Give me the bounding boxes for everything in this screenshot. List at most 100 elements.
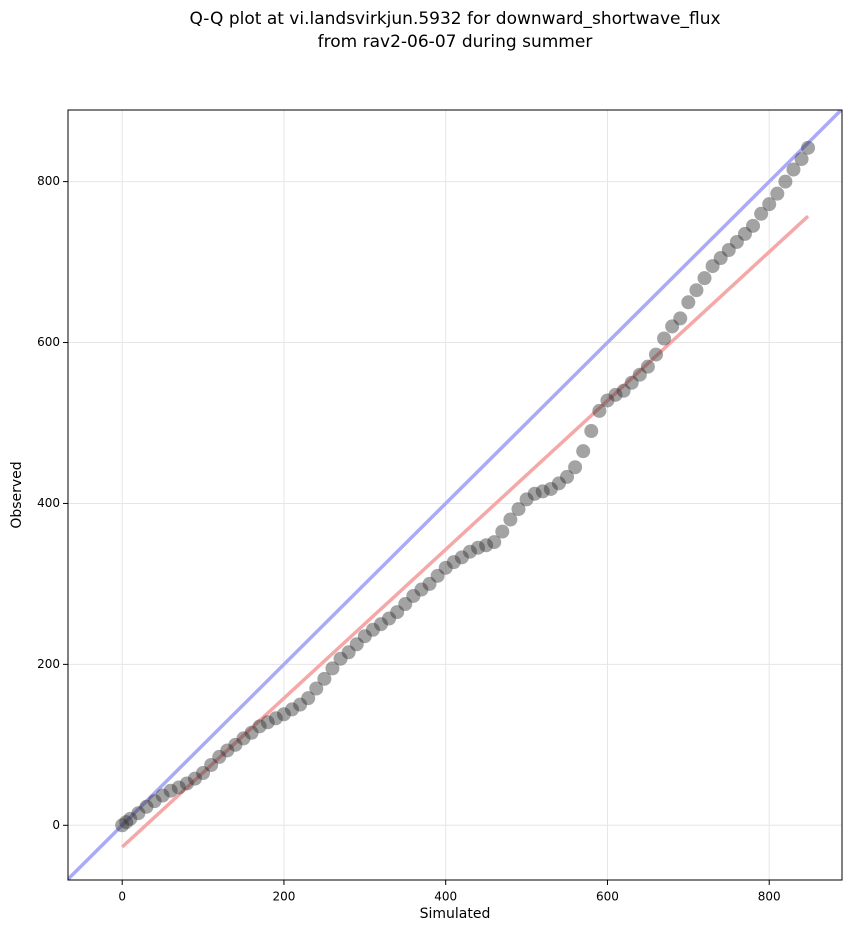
point	[786, 162, 801, 177]
point	[778, 174, 793, 189]
point	[487, 535, 502, 550]
point	[349, 637, 364, 652]
point	[325, 661, 340, 676]
point	[406, 588, 421, 603]
point	[228, 737, 243, 752]
point	[519, 492, 534, 507]
point	[462, 544, 477, 559]
point	[276, 707, 291, 722]
x-tick-label: 200	[272, 890, 295, 904]
point	[430, 568, 445, 583]
point	[616, 383, 631, 398]
y-tick-label: 600	[37, 335, 60, 349]
point	[309, 681, 324, 696]
point	[543, 481, 558, 496]
y-axis-label: Observed	[9, 461, 25, 528]
point	[333, 651, 348, 666]
point	[608, 387, 623, 402]
point	[746, 218, 761, 233]
point	[293, 697, 308, 712]
point	[535, 484, 550, 499]
point	[632, 367, 647, 382]
reference-line	[68, 110, 842, 880]
point	[770, 186, 785, 201]
point	[179, 776, 194, 791]
point	[705, 259, 720, 274]
point	[697, 271, 712, 286]
plot-area	[68, 110, 842, 880]
point	[454, 550, 469, 565]
point	[365, 622, 380, 637]
x-tick-label: 800	[758, 890, 781, 904]
point	[187, 771, 202, 786]
point	[123, 811, 138, 826]
point	[657, 331, 672, 346]
point	[119, 815, 134, 830]
point	[754, 206, 769, 221]
point	[681, 295, 696, 310]
point	[511, 502, 526, 517]
point	[471, 540, 486, 555]
reference-line	[121, 214, 810, 849]
point	[592, 403, 607, 418]
point	[341, 645, 356, 660]
point	[115, 818, 130, 833]
point	[171, 780, 186, 795]
point	[390, 605, 405, 620]
x-axis-label: Simulated	[420, 906, 491, 922]
point	[285, 702, 300, 717]
point	[252, 719, 267, 734]
point	[721, 243, 736, 257]
y-tick-label: 200	[37, 657, 60, 671]
point	[794, 152, 809, 167]
point	[236, 731, 251, 746]
point	[673, 311, 688, 326]
point	[147, 794, 162, 809]
point	[600, 393, 615, 408]
chart-title: from rav2-06-07 during summer	[318, 32, 593, 52]
point	[713, 251, 728, 266]
y-tick-label: 400	[37, 496, 60, 510]
axes-frame	[67, 109, 843, 881]
point	[373, 617, 388, 632]
point	[438, 560, 453, 575]
point	[495, 524, 510, 539]
point	[729, 234, 744, 249]
point	[527, 486, 542, 501]
point	[260, 715, 275, 730]
point	[301, 691, 316, 706]
point	[414, 582, 429, 597]
point	[689, 283, 704, 298]
point	[163, 783, 178, 798]
point	[422, 576, 437, 591]
x-tick-label: 600	[596, 890, 619, 904]
chart-title: Q-Q plot at vi.landsvirkjun.5932 for dow…	[189, 9, 720, 29]
point	[382, 611, 397, 626]
point	[220, 743, 235, 758]
point	[665, 319, 680, 334]
point	[196, 765, 211, 780]
point	[801, 140, 816, 155]
point	[212, 749, 227, 764]
point	[762, 197, 777, 212]
point	[317, 671, 332, 686]
point	[139, 799, 154, 814]
point	[204, 757, 219, 772]
point	[576, 444, 591, 459]
point	[551, 476, 566, 491]
point	[131, 806, 146, 821]
point	[268, 711, 283, 726]
point	[155, 788, 170, 803]
point	[640, 359, 655, 374]
x-tick-label: 400	[434, 890, 457, 904]
point	[560, 469, 575, 484]
point	[357, 629, 372, 644]
point	[479, 538, 494, 553]
x-tick-label: 0	[118, 890, 126, 904]
point	[398, 597, 413, 612]
point	[584, 424, 599, 439]
point	[446, 555, 461, 570]
point	[568, 460, 583, 475]
